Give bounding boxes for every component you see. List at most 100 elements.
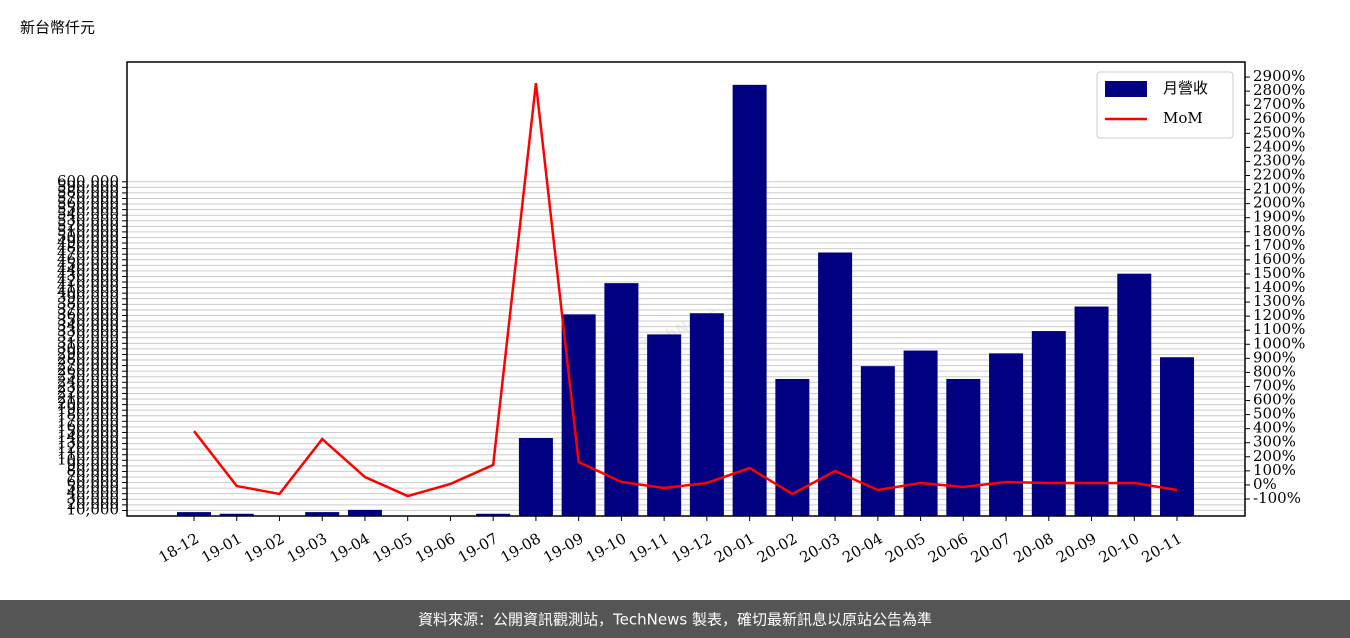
y-tick-label: 410,000	[57, 278, 119, 296]
y-tick-label: 570,000	[57, 188, 119, 206]
y-tick-label: 500,000	[57, 227, 119, 245]
x-tick-label: 20-07	[968, 529, 1014, 566]
y-tick-label: 210,000	[57, 389, 119, 407]
plot-frame	[126, 61, 1246, 517]
x-tick-label: 19-10	[583, 529, 629, 566]
x-tick-label: 20-03	[797, 529, 843, 566]
x-tick-label: 19-09	[540, 529, 586, 566]
bar	[1031, 331, 1066, 516]
y-tick-label: 120,000	[57, 439, 119, 457]
y-tick-label: 30,000	[67, 489, 120, 507]
y-tick-label: 230,000	[57, 378, 119, 396]
y-tick-label: 180,000	[57, 406, 119, 424]
y-tick-label: 310,000	[57, 333, 119, 351]
y-tick-label: 60,000	[67, 473, 120, 491]
y2-tick-label: 2100%	[1253, 180, 1305, 198]
y-tick-label: 70,000	[67, 467, 120, 485]
y2-tick-label: 2200%	[1253, 166, 1305, 184]
bar	[1074, 306, 1109, 516]
bar	[732, 84, 767, 516]
y2-tick-label: 2000%	[1253, 194, 1305, 212]
y2-tick-label: 500%	[1253, 405, 1296, 423]
x-tick-label: 19-05	[369, 529, 415, 566]
y-tick-label: 130,000	[57, 434, 119, 452]
y2-tick-label: -100%	[1253, 489, 1301, 507]
y2-tick-label: 900%	[1253, 348, 1296, 366]
bar	[775, 378, 810, 516]
y-tick-label: 340,000	[57, 317, 119, 335]
y2-tick-label: 2300%	[1253, 151, 1305, 169]
y2-tick-label: 2400%	[1253, 137, 1305, 155]
y2-tick-label: 600%	[1253, 391, 1296, 409]
y-tick-label: 480,000	[57, 239, 119, 257]
y-tick-label: 220,000	[57, 383, 119, 401]
y-tick-label: 330,000	[57, 322, 119, 340]
y-tick-label: 150,000	[57, 422, 119, 440]
y-tick-label: 440,000	[57, 261, 119, 279]
y-tick-label: 40,000	[67, 484, 120, 502]
x-tick-label: 19-06	[412, 529, 458, 566]
y-tick-label: 560,000	[57, 194, 119, 212]
y-tick-label: 190,000	[57, 400, 119, 418]
y-tick-label: 590,000	[57, 177, 119, 195]
y-tick-label: 350,000	[57, 311, 119, 329]
y-tick-label: 520,000	[57, 216, 119, 234]
bar	[177, 512, 211, 516]
y-tick-label: 360,000	[57, 305, 119, 323]
y-tick-label: 510,000	[57, 222, 119, 240]
y-tick-label: 260,000	[57, 361, 119, 379]
x-tick-label: 20-04	[839, 529, 885, 566]
y-tick-label: 170,000	[57, 411, 119, 429]
x-tick-label: 19-04	[327, 529, 373, 566]
unit-label: 新台幣仟元	[20, 19, 95, 37]
y-tick-label: 370,000	[57, 300, 119, 318]
y2-tick-label: 1500%	[1253, 264, 1305, 282]
y-tick-label: 400,000	[57, 283, 119, 301]
bar	[347, 509, 382, 516]
x-tick-label: 19-02	[241, 529, 287, 566]
y-tick-label: 540,000	[57, 205, 119, 223]
bar	[518, 438, 553, 516]
x-tick-label: 20-09	[1053, 529, 1099, 566]
y-tick-label: 270,000	[57, 356, 119, 374]
y2-tick-label: 2800%	[1253, 81, 1305, 99]
legend-label: MoM	[1163, 109, 1203, 127]
footer: 資料來源：公開資訊觀測站，TechNews 製表，確切最新訊息以原站公告為準	[418, 611, 932, 629]
y-tick-label: 10,000	[67, 500, 120, 518]
y-tick-label: 490,000	[57, 233, 119, 251]
y2-tick-label: 0%	[1253, 475, 1277, 493]
legend-label: 月營收	[1163, 79, 1208, 97]
y-tick-label: 100,000	[57, 450, 119, 468]
y2-tick-label: 1000%	[1253, 334, 1305, 352]
y-tick-label: 530,000	[57, 211, 119, 229]
legend-swatch	[1105, 81, 1147, 97]
y2-tick-label: 2600%	[1253, 109, 1305, 127]
y-tick-label: 90,000	[67, 456, 120, 474]
y-tick-label: 580,000	[57, 183, 119, 201]
line	[193, 82, 1178, 498]
y-tick-label: 140,000	[57, 428, 119, 446]
y-tick-label: 550,000	[57, 200, 119, 218]
y2-tick-label: 400%	[1253, 419, 1296, 437]
x-tick-label: 20-10	[1096, 529, 1142, 566]
y-tick-label: 460,000	[57, 250, 119, 268]
y2-tick-label: 1100%	[1253, 320, 1305, 338]
y-tick-label: 50,000	[67, 478, 120, 496]
bar	[860, 366, 895, 516]
x-tick-label: 19-01	[198, 529, 244, 566]
bar	[989, 353, 1024, 516]
x-tick-label: 20-05	[882, 529, 928, 566]
y-tick-label: 390,000	[57, 289, 119, 307]
x-tick-label: 19-07	[455, 529, 501, 566]
y-tick-label: 470,000	[57, 244, 119, 262]
y2-tick-label: 700%	[1253, 376, 1296, 394]
x-tick-label: 19-11	[626, 529, 672, 566]
bar	[219, 513, 254, 516]
y-tick-label: 20,000	[67, 495, 120, 513]
y2-tick-label: 800%	[1253, 362, 1296, 380]
y-tick-label: 280,000	[57, 350, 119, 368]
y2-tick-label: 2900%	[1253, 67, 1305, 85]
x-tick-label: 19-12	[668, 529, 714, 566]
y2-tick-label: 1800%	[1253, 222, 1305, 240]
